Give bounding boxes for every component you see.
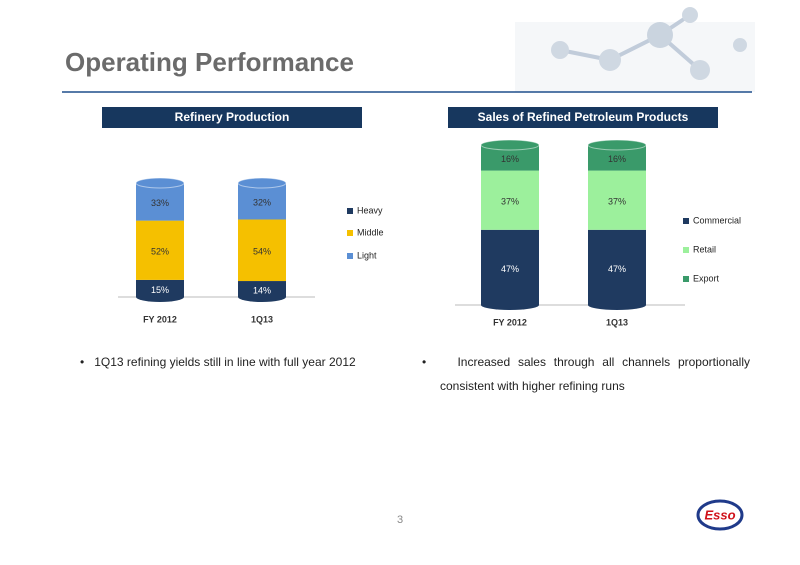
logo-text: Esso	[704, 507, 735, 522]
bar-segment	[238, 183, 286, 220]
data-label: 16%	[608, 154, 626, 164]
x-tick-label: 1Q13	[251, 314, 273, 324]
molecule-decoration	[515, 7, 755, 92]
data-label: 37%	[501, 197, 519, 207]
legend-label: Heavy	[357, 205, 383, 215]
legend-swatch	[683, 218, 689, 224]
data-label: 16%	[501, 154, 519, 164]
cylinder-top	[480, 139, 540, 151]
data-label: 33%	[151, 198, 169, 208]
bar-segment	[588, 170, 646, 230]
cylinder-top	[237, 177, 287, 189]
data-label: 37%	[608, 197, 626, 207]
bar-segment	[588, 229, 646, 305]
chart-header	[448, 107, 718, 128]
x-tick-label: FY 2012	[493, 317, 527, 327]
bar-segment	[136, 183, 184, 221]
bar-segment	[481, 170, 539, 230]
bullet-text: 1Q13 refining yields still in line with …	[94, 355, 356, 369]
bullet: • Increased sales through all channels p…	[422, 355, 750, 393]
legend-label: Retail	[693, 244, 716, 254]
data-label: 47%	[608, 264, 626, 274]
chart-title: Refinery Production	[175, 110, 290, 124]
legend-label: Middle	[357, 227, 384, 237]
legend-label: Export	[693, 273, 720, 283]
data-label: 52%	[151, 247, 169, 257]
x-tick-label: FY 2012	[143, 314, 177, 324]
cylinder-top	[135, 177, 185, 189]
legend-label: Light	[357, 250, 377, 260]
data-label: 14%	[253, 285, 271, 295]
data-label: 47%	[501, 264, 519, 274]
bar-segment	[238, 281, 286, 297]
bullet: • 1Q13 refining yields still in line wit…	[80, 355, 356, 369]
chart-header	[102, 107, 362, 128]
bullet-text: Increased sales through all channels pro…	[440, 355, 750, 393]
data-label: 32%	[253, 198, 271, 208]
x-tick-label: 1Q13	[606, 317, 628, 327]
legend-swatch	[347, 253, 353, 259]
chart-title: Sales of Refined Petroleum Products	[478, 110, 689, 124]
legend-label: Commercial	[693, 215, 741, 225]
legend-swatch	[683, 276, 689, 282]
bar-segment	[238, 219, 286, 282]
bar-segment	[136, 279, 184, 297]
legend-swatch	[683, 247, 689, 253]
legend-swatch	[347, 208, 353, 214]
legend-swatch	[347, 230, 353, 236]
bar-segment	[136, 220, 184, 280]
cylinder-top	[587, 139, 647, 151]
esso-logo: Esso	[696, 499, 744, 531]
page-number: 3	[397, 514, 403, 526]
slide-title: Operating Performance	[65, 47, 354, 77]
data-label: 54%	[253, 247, 271, 257]
bar-segment	[481, 229, 539, 305]
data-label: 15%	[151, 285, 169, 295]
